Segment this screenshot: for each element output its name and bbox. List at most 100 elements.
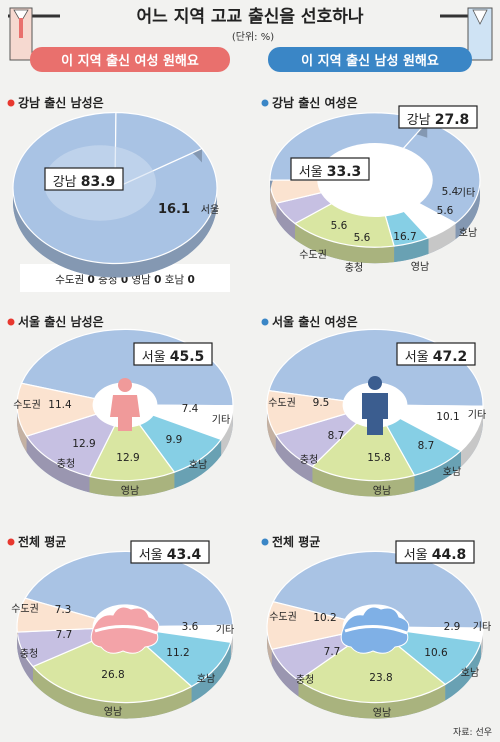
pie-slice-side xyxy=(32,666,192,719)
slice-value: 11.2 xyxy=(166,647,189,659)
pie-slice-side xyxy=(414,450,461,492)
pie-slice-side xyxy=(294,223,395,264)
slice-category: 충청 xyxy=(20,648,38,660)
pie-slice xyxy=(272,550,484,629)
value-callout xyxy=(130,540,210,564)
slice-category: 영남 xyxy=(411,261,429,273)
slice-value: 5.6 xyxy=(354,232,371,244)
slice-value: 10.6 xyxy=(424,647,448,659)
left-banner xyxy=(30,47,230,72)
slice-category: 충청 xyxy=(296,674,314,686)
slice-category: 기타 xyxy=(473,621,491,633)
value-callout xyxy=(290,157,370,181)
slice-category: 충청 xyxy=(57,458,75,470)
chart-title: 서울 출신 여성은 xyxy=(272,314,358,329)
pie-slice-side xyxy=(17,632,33,683)
slice-value: 7.4 xyxy=(182,403,199,415)
slice-category: 기타 xyxy=(216,624,234,636)
pie-slice xyxy=(25,404,127,478)
value-callout xyxy=(395,540,475,564)
value-callout xyxy=(44,167,124,191)
slice-label: 강남 83.9 xyxy=(53,174,116,190)
pie-slice-side xyxy=(191,642,231,703)
slice-category: 수도권 xyxy=(299,249,327,261)
slice-value: 8.7 xyxy=(328,430,345,442)
slice-category: 수도권 xyxy=(268,397,296,409)
slice-label: 서울 43.4 xyxy=(139,547,202,563)
pie-slice xyxy=(311,404,416,482)
zero-item-value: 0 xyxy=(121,274,128,286)
pie-chart-5: 서울 44.8 2.9 기타 10.6 호남 23.8 영남 7.7 충청 10.2 수도권 xyxy=(266,540,491,719)
zero-item-value: 0 xyxy=(187,274,194,286)
slice-value: 3.6 xyxy=(182,621,199,633)
slice-value: 9.5 xyxy=(313,397,330,409)
woman-figure-icon xyxy=(440,7,493,61)
seoul-map-icon xyxy=(340,606,410,654)
slice-category: 호남 xyxy=(461,667,479,679)
pie-slice-side xyxy=(26,436,90,493)
value-callout xyxy=(133,342,213,366)
slice-category: 호남 xyxy=(443,466,461,478)
slice-value: 5.6 xyxy=(331,220,348,232)
pie-slice-side xyxy=(394,237,429,263)
slice-category: 호남 xyxy=(459,227,477,239)
slice-category: 수도권 xyxy=(13,399,41,411)
page-title: 어느 지역 고교 출신을 선호하나 xyxy=(137,7,364,27)
chart-title: 강남 출신 남성은 xyxy=(18,95,104,110)
slice-label: 서울 45.5 xyxy=(142,349,205,365)
slice-value: 2.9 xyxy=(444,621,461,633)
pie-chart-4: 서울 43.4 3.6 기타 11.2 호남 26.8 영남 7.7 충청 7.3 수도권 xyxy=(11,540,234,719)
bullet-icon xyxy=(7,99,15,107)
slice-category: 호남 xyxy=(189,459,207,471)
pie-slice xyxy=(16,382,128,437)
slice-value: 26.8 xyxy=(101,669,124,681)
value-callout xyxy=(398,105,478,129)
pie-slice-side xyxy=(174,439,222,489)
slice-category: 영남 xyxy=(373,707,391,719)
slice-category: 기타 xyxy=(457,187,475,199)
pie-slice-side xyxy=(428,223,456,254)
pie-slice-side xyxy=(230,625,233,659)
zero-item-value: 0 xyxy=(154,274,161,286)
left-banner-label: 이 지역 출신 여성 원해요 xyxy=(61,53,199,69)
bullet-icon xyxy=(261,99,269,107)
slice-category: 서울 xyxy=(201,204,219,216)
slice-category: 기타 xyxy=(212,414,230,426)
slice-category: 영남 xyxy=(121,485,139,497)
slice-value: 16.7 xyxy=(393,231,416,243)
bullet-icon xyxy=(261,318,269,326)
man-figure-icon xyxy=(362,376,388,435)
slice-category: 영남 xyxy=(104,706,122,718)
slice-value: 12.9 xyxy=(116,452,139,464)
zero-item-label: 호남 xyxy=(161,274,187,286)
chart-title: 전체 평균 xyxy=(18,534,66,549)
slice-category: 영남 xyxy=(373,485,391,497)
pie-slice-side xyxy=(276,203,295,240)
slice-category: 수도권 xyxy=(11,603,39,615)
chart-title: 전체 평균 xyxy=(272,534,320,549)
zero-item-value: 0 xyxy=(88,274,95,286)
pie-slice-side xyxy=(298,680,446,719)
slice-value: 11.4 xyxy=(48,399,72,411)
pie-slice-side xyxy=(267,390,276,451)
slice-category: 충청 xyxy=(345,262,363,274)
pie-slice xyxy=(88,403,176,482)
zero-item-label: 수도권 xyxy=(55,274,87,286)
slice-category: 기타 xyxy=(468,409,486,421)
woman-figure-icon xyxy=(110,378,140,431)
pie-chart-0: 강남 83.9 16.1 서울 xyxy=(12,111,219,278)
slice-value: 5.4 xyxy=(442,186,459,198)
slice-value: 9.9 xyxy=(166,434,183,446)
slice-value: 7.7 xyxy=(324,646,341,658)
slice-label: 서울 33.3 xyxy=(299,164,362,180)
slice-value: 8.7 xyxy=(418,440,435,452)
slice-value: 10.2 xyxy=(313,612,336,624)
slice-label: 서울 47.2 xyxy=(405,349,468,365)
slice-value: 12.9 xyxy=(72,438,95,450)
slice-value: 7.7 xyxy=(56,629,73,641)
pie-chart-2: 서울 45.5 7.4 기타 9.9 호남 12.9 영남 12.9 충청 11.4 수도권 xyxy=(13,328,234,497)
